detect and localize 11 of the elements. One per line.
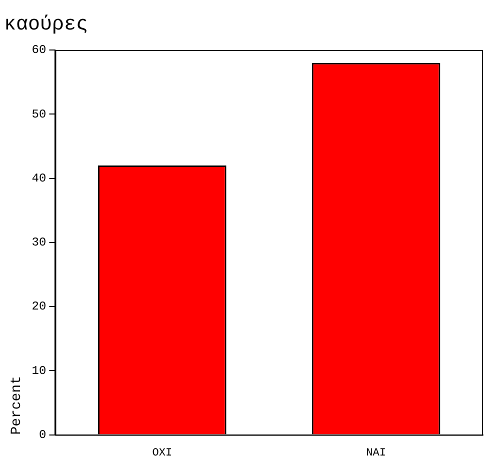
x-tick-label: ΟΧΙ xyxy=(152,447,172,460)
y-tick-label: 0 xyxy=(39,428,46,442)
y-tick-label: 30 xyxy=(32,236,46,250)
chart-title: καούρες xyxy=(4,13,88,36)
x-tick-label: ΝΑΙ xyxy=(366,447,386,460)
y-axis-title: Percent xyxy=(9,376,26,435)
y-tick-label: 40 xyxy=(32,171,46,186)
y-tick-label: 10 xyxy=(32,364,46,378)
y-tick-label: 20 xyxy=(32,300,46,314)
y-tick-label: 60 xyxy=(32,43,46,58)
y-tick-label: 50 xyxy=(32,107,46,122)
